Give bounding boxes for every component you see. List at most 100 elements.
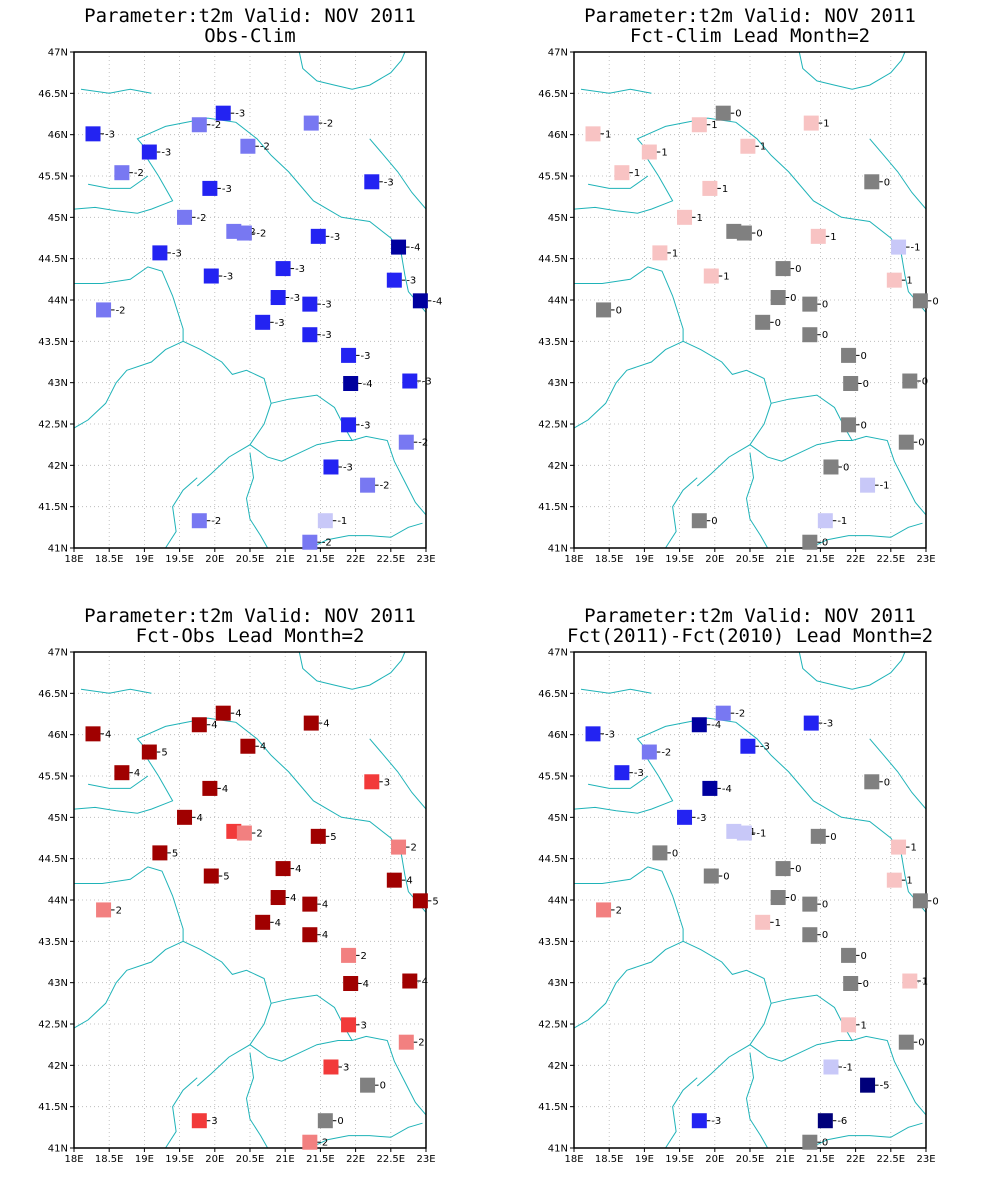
station-value-label: -1 [880, 481, 890, 492]
station-value-label: -1 [837, 516, 847, 527]
border-line [809, 522, 923, 549]
station-value-label: -2 [323, 119, 333, 130]
station-marker [614, 165, 630, 181]
border-line [745, 1052, 769, 1149]
station-value-label: 1 [634, 168, 640, 179]
lon-tick-label: 18E [64, 554, 83, 565]
station-value-label: 0 [711, 516, 717, 527]
station-value-label: 0 [822, 330, 828, 341]
station-value-label: 0 [822, 900, 828, 911]
station-marker [823, 459, 839, 475]
border-line [745, 452, 769, 549]
station-marker [803, 115, 819, 131]
station-map: 18E 18.5E 19E 19.5E 20E 20.5E 21E 21.5E 22E 22.5E… [38, 648, 438, 1166]
station-marker [275, 861, 291, 877]
station-marker [341, 947, 357, 963]
station-marker [677, 809, 693, 825]
station-value-label: -3 [634, 768, 644, 779]
station-marker [864, 174, 880, 190]
lat-tick-label: 47N [48, 648, 68, 659]
station-value-label: 0 [932, 896, 938, 907]
station-marker [114, 765, 130, 781]
station-value-label: -6 [837, 1116, 847, 1127]
station-marker [703, 268, 719, 284]
station-marker [341, 417, 357, 433]
station-marker [240, 738, 256, 754]
station-value-label: 0 [863, 379, 869, 390]
station-marker [902, 373, 918, 389]
station-value-label: 1 [906, 276, 912, 287]
lat-tick-label: 41N [48, 544, 68, 555]
lat-tick-label: 42.5N [538, 1020, 568, 1031]
station-marker [141, 744, 157, 760]
lon-tick-label: 23E [416, 1154, 435, 1165]
lat-tick-label: 43N [548, 378, 568, 389]
station-value-label: -3 [384, 177, 394, 188]
station-value-label: 0 [795, 864, 801, 875]
lat-tick-label: 45N [548, 213, 568, 224]
station-value-label: 1 [661, 148, 667, 159]
station-value-label: 0 [932, 296, 938, 307]
lat-tick-label: 42N [48, 1061, 68, 1072]
border-line [798, 651, 906, 690]
border-line [182, 940, 272, 1087]
border-line [73, 266, 184, 429]
station-marker [841, 417, 857, 433]
border-line [369, 738, 427, 810]
panel-title-line1: Parameter:t2m Valid: NOV 2011 [84, 605, 416, 627]
station-value-label: -3 [760, 742, 770, 753]
station-value-label: -2 [735, 709, 745, 720]
lon-tick-label: 18.5E [95, 1154, 124, 1165]
lon-tick-label: 22E [846, 1154, 865, 1165]
lat-tick-label: 41.5N [538, 1102, 568, 1113]
border-line [88, 175, 149, 189]
station-marker [391, 239, 407, 255]
station-value-label: -4 [411, 243, 421, 254]
station-marker [191, 717, 207, 733]
station-value-label: 0 [822, 538, 828, 549]
station-value-label: 1 [760, 142, 766, 153]
station-value-label: 4 [406, 876, 412, 887]
station-value-label: -3 [343, 462, 353, 473]
lon-tick-label: 20E [205, 554, 224, 565]
station-marker [802, 327, 818, 343]
station-value-label: -4 [363, 379, 373, 390]
station-value-label: 1 [711, 120, 717, 131]
station-value-label: -2 [211, 120, 221, 131]
lat-tick-label: 46N [48, 730, 68, 741]
lon-tick-label: 21.5E [806, 1154, 835, 1165]
border-line [298, 51, 406, 90]
station-marker [843, 375, 859, 391]
lon-tick-label: 21E [276, 554, 295, 565]
lon-tick-label: 23E [916, 554, 935, 565]
lon-tick-label: 19E [635, 554, 654, 565]
lon-tick-label: 22.5E [377, 1154, 406, 1165]
lon-tick-label: 19E [135, 554, 154, 565]
station-value-label: 0 [380, 1081, 386, 1092]
station-marker [302, 927, 318, 943]
station-marker [317, 1113, 333, 1129]
station-marker [775, 261, 791, 277]
lon-tick-label: 23E [416, 554, 435, 565]
lat-tick-label: 47N [548, 48, 568, 59]
station-value-label: -3 [422, 377, 432, 388]
panel-title-line2: Fct-Clim Lead Month=2 [629, 25, 871, 47]
station-value-label: 3 [343, 1062, 349, 1073]
station-marker [886, 872, 902, 888]
station-value-label: -1 [843, 1062, 853, 1073]
station-marker [141, 144, 157, 160]
station-marker [755, 914, 771, 930]
station-value-label: 1 [823, 119, 829, 130]
station-marker [775, 861, 791, 877]
border-line [245, 452, 269, 549]
station-marker [740, 138, 756, 154]
lon-tick-label: 22.5E [877, 554, 906, 565]
station-marker [860, 477, 876, 493]
lat-tick-label: 41.5N [538, 502, 568, 513]
border-line [749, 1040, 853, 1062]
station-map: 18E 18.5E 19E 19.5E 20E 20.5E 21E 21.5E 22E 22.5E… [38, 48, 442, 566]
lat-tick-label: 45N [48, 213, 68, 224]
station-marker [302, 327, 318, 343]
map-panel-fct-obs: Parameter:t2m Valid: NOV 2011 Fct-Obs Le… [0, 600, 500, 1200]
border-line [869, 738, 927, 810]
